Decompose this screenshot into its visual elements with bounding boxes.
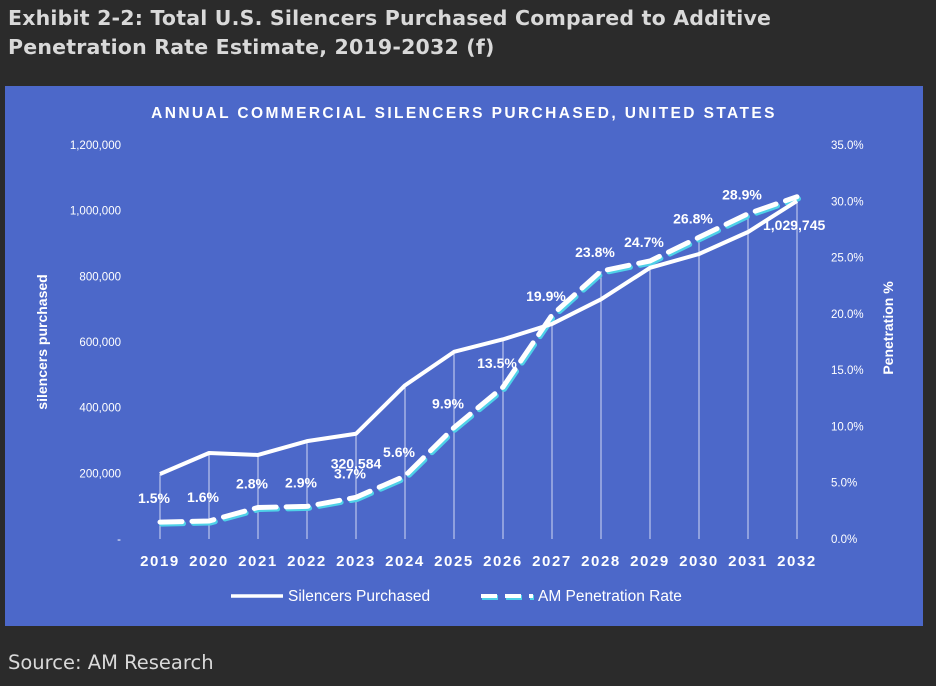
x-tick-label: 2021 xyxy=(238,553,278,570)
legend: Silencers Purchased AM Penetration Rate xyxy=(231,588,682,605)
y-tick-label: - xyxy=(117,534,121,546)
data-label-penetration: 26.8% xyxy=(673,210,713,226)
legend-label-silencers: Silencers Purchased xyxy=(288,588,430,605)
series-lines xyxy=(157,194,801,527)
y2-tick-label: 20.0% xyxy=(831,309,864,321)
drop-lines xyxy=(159,196,798,539)
data-label-penetration: 2.8% xyxy=(236,475,268,491)
x-tick-label: 2026 xyxy=(483,553,523,570)
y2-axis-ticks: 0.0% 5.0% 10.0% 15.0% 20.0% 25.0% 30.0% 35.0% xyxy=(831,140,864,546)
series-line-penetration xyxy=(157,194,800,525)
x-tick-label: 2025 xyxy=(434,553,474,570)
data-labels: 1.5% 1.6% 2.8% 2.9% 3.7% 5.6% 9.9% 13.5% 19.9% 23… xyxy=(138,187,825,506)
chart-panel: ANNUAL COMMERCIAL SILENCERS PURCHASED, U… xyxy=(5,86,923,626)
y2-axis-label: Penetration % xyxy=(880,281,896,375)
exhibit-title-line-1: Exhibit 2-2: Total U.S. Silencers Purcha… xyxy=(8,6,772,30)
y2-tick-label: 30.0% xyxy=(831,196,864,208)
x-axis-ticks: 2019 2020 2021 2022 2023 2024 2025 2026 2027 2028… xyxy=(140,553,817,570)
y2-tick-label: 15.0% xyxy=(831,365,864,377)
y-tick-label: 400,000 xyxy=(79,403,121,415)
x-tick-label: 2032 xyxy=(777,553,817,570)
y-tick-label: 800,000 xyxy=(79,271,121,283)
data-label-penetration: 2.9% xyxy=(285,474,317,490)
data-label-penetration: 13.5% xyxy=(477,355,517,371)
data-label-penetration: 1.5% xyxy=(138,490,170,506)
y-tick-label: 1,000,000 xyxy=(70,206,121,218)
x-tick-label: 2019 xyxy=(140,553,180,570)
source-note: Source: AM Research xyxy=(8,651,214,674)
y2-tick-label: 35.0% xyxy=(831,140,864,152)
x-tick-label: 2031 xyxy=(728,553,768,570)
data-label-penetration: 3.7% xyxy=(334,465,366,481)
x-tick-label: 2023 xyxy=(336,553,376,570)
x-tick-label: 2022 xyxy=(287,553,327,570)
y2-tick-label: 0.0% xyxy=(831,534,857,546)
y-tick-label: 1,200,000 xyxy=(70,140,121,152)
data-label-penetration: 1.6% xyxy=(187,489,219,505)
y-axis-label: silencers purchased xyxy=(34,274,50,409)
x-tick-label: 2028 xyxy=(581,553,621,570)
y-tick-label: 200,000 xyxy=(79,468,121,480)
exhibit-title: Exhibit 2-2: Total U.S. Silencers Purcha… xyxy=(8,4,928,62)
data-label-penetration: 19.9% xyxy=(526,288,566,304)
data-label-penetration: 24.7% xyxy=(624,234,664,250)
chart-title: ANNUAL COMMERCIAL SILENCERS PURCHASED, U… xyxy=(151,105,777,122)
legend-label-penetration: AM Penetration Rate xyxy=(538,588,682,605)
x-tick-label: 2027 xyxy=(532,553,572,570)
y2-tick-label: 10.0% xyxy=(831,421,864,433)
series-line-silencers xyxy=(159,199,799,476)
x-tick-label: 2029 xyxy=(630,553,670,570)
y-axis-ticks: - 200,000 400,000 600,000 800,000 1,000,000 1,… xyxy=(70,140,121,546)
y2-tick-label: 5.0% xyxy=(831,478,857,490)
data-label-silencers: 1,029,745 xyxy=(763,217,825,233)
data-label-penetration: 9.9% xyxy=(432,396,464,412)
data-label-penetration: 5.6% xyxy=(383,444,415,460)
data-label-silencers: 320,584 xyxy=(331,456,382,472)
y2-tick-label: 25.0% xyxy=(831,253,864,265)
x-tick-label: 2024 xyxy=(385,553,425,570)
exhibit-title-line-2: Penetration Rate Estimate, 2019-2032 (f) xyxy=(8,35,495,59)
y-tick-label: 600,000 xyxy=(79,337,121,349)
line-chart: ANNUAL COMMERCIAL SILENCERS PURCHASED, U… xyxy=(34,105,896,605)
data-label-penetration: 28.9% xyxy=(722,187,762,203)
data-label-penetration: 23.8% xyxy=(575,244,615,260)
x-tick-label: 2020 xyxy=(189,553,229,570)
x-tick-label: 2030 xyxy=(679,553,719,570)
legend-dashed-swatch xyxy=(481,594,534,600)
